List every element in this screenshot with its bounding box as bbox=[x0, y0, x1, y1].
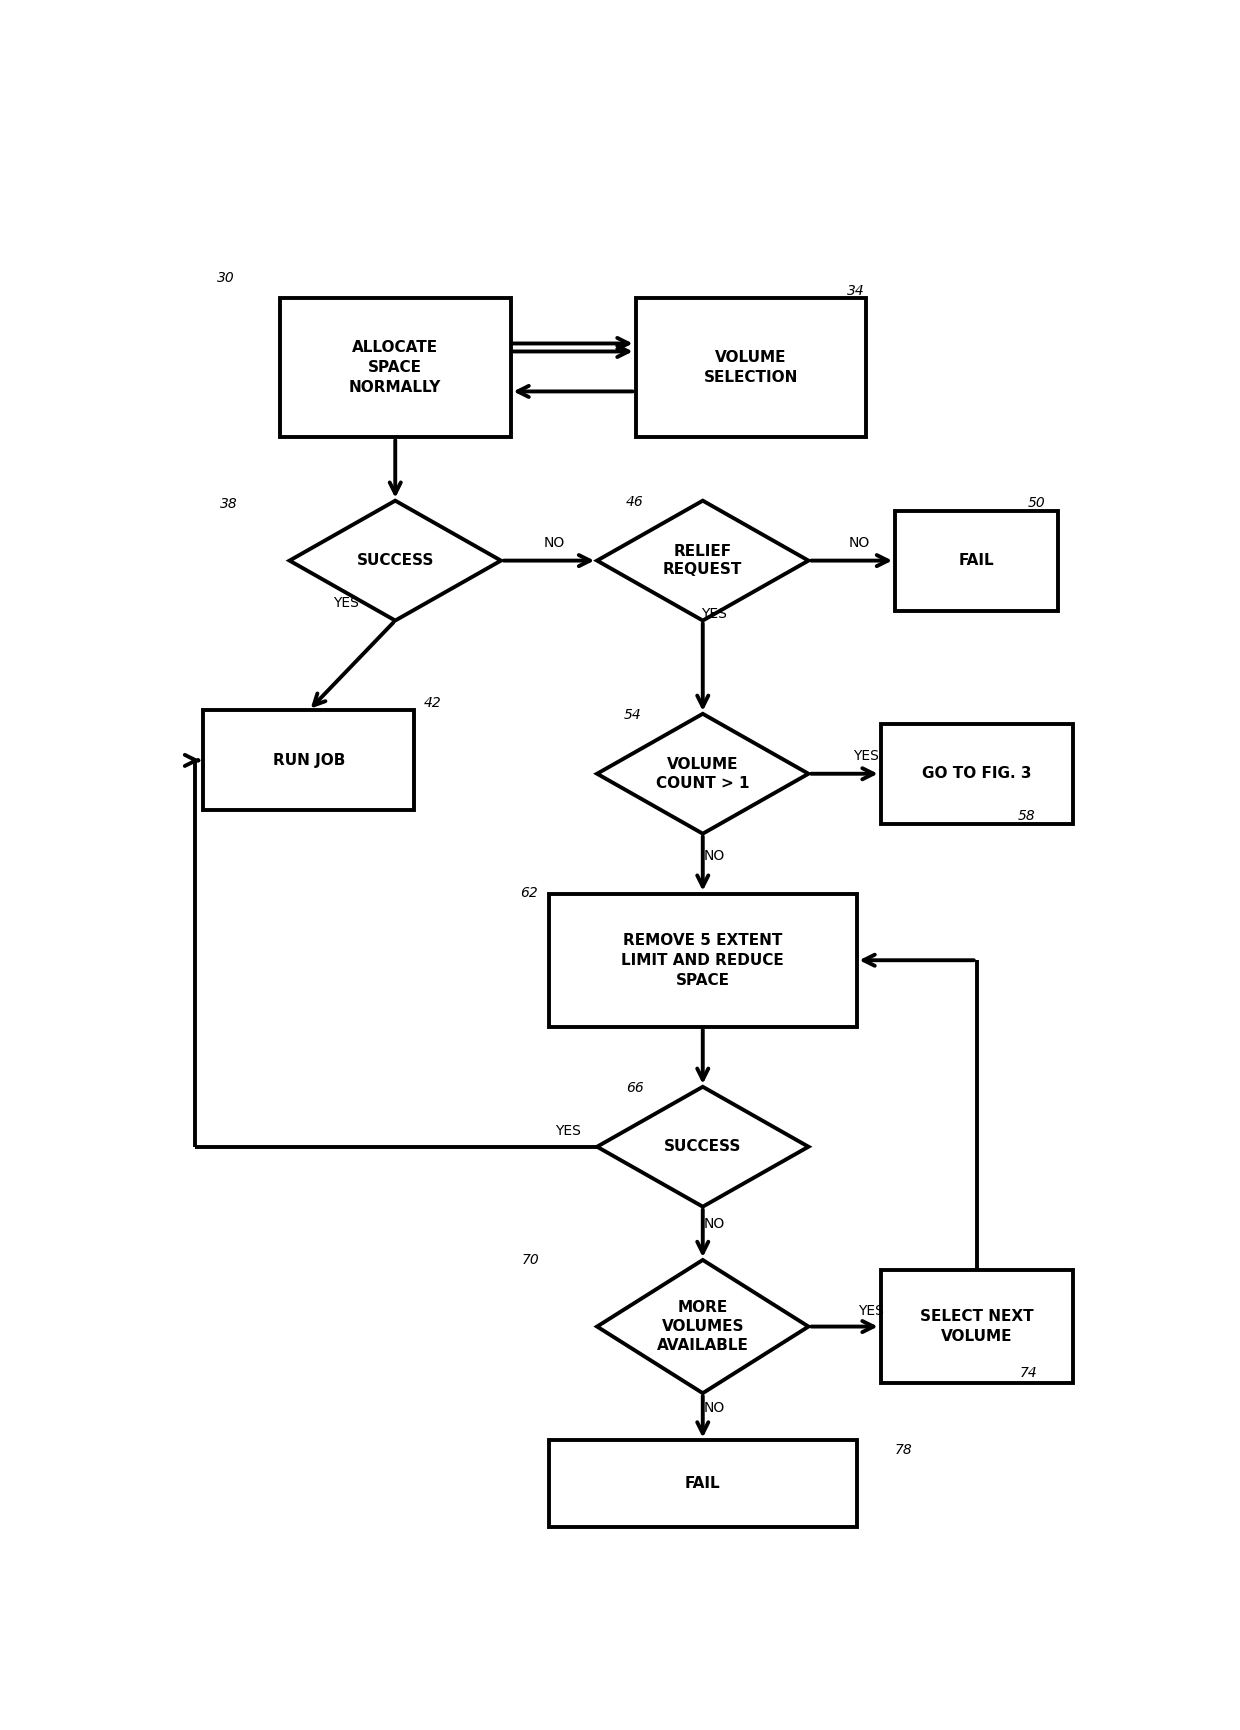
Text: VOLUME
COUNT > 1: VOLUME COUNT > 1 bbox=[656, 758, 749, 791]
Polygon shape bbox=[596, 1259, 808, 1393]
Text: 66: 66 bbox=[626, 1081, 644, 1095]
Polygon shape bbox=[596, 500, 808, 621]
Text: 62: 62 bbox=[521, 886, 538, 900]
Text: ALLOCATE
SPACE
NORMALLY: ALLOCATE SPACE NORMALLY bbox=[350, 341, 441, 394]
Text: NO: NO bbox=[703, 1216, 725, 1232]
FancyBboxPatch shape bbox=[635, 298, 866, 438]
Text: YES: YES bbox=[332, 597, 358, 611]
Polygon shape bbox=[596, 1086, 808, 1208]
Text: YES: YES bbox=[858, 1304, 884, 1318]
Text: NO: NO bbox=[703, 849, 725, 863]
Text: 50: 50 bbox=[1028, 497, 1045, 510]
Text: 30: 30 bbox=[217, 272, 236, 285]
Text: 38: 38 bbox=[221, 497, 238, 512]
Polygon shape bbox=[290, 500, 501, 621]
Text: FAIL: FAIL bbox=[959, 554, 994, 567]
Text: GO TO FIG. 3: GO TO FIG. 3 bbox=[921, 766, 1032, 782]
FancyBboxPatch shape bbox=[549, 894, 857, 1028]
Text: 70: 70 bbox=[522, 1253, 539, 1266]
Text: RUN JOB: RUN JOB bbox=[273, 753, 345, 768]
FancyBboxPatch shape bbox=[880, 723, 1073, 823]
Text: REMOVE 5 EXTENT
LIMIT AND REDUCE
SPACE: REMOVE 5 EXTENT LIMIT AND REDUCE SPACE bbox=[621, 932, 784, 988]
FancyBboxPatch shape bbox=[280, 298, 511, 438]
Text: YES: YES bbox=[556, 1124, 582, 1138]
FancyBboxPatch shape bbox=[549, 1441, 857, 1528]
Text: RELIEF
REQUEST: RELIEF REQUEST bbox=[663, 543, 743, 578]
Text: 58: 58 bbox=[1018, 810, 1035, 823]
FancyBboxPatch shape bbox=[880, 1270, 1073, 1384]
FancyBboxPatch shape bbox=[203, 711, 414, 810]
Text: NO: NO bbox=[849, 536, 870, 550]
Polygon shape bbox=[596, 714, 808, 834]
Text: FAIL: FAIL bbox=[684, 1476, 720, 1491]
Text: NO: NO bbox=[703, 1401, 725, 1415]
Text: YES: YES bbox=[702, 607, 727, 621]
Text: SUCCESS: SUCCESS bbox=[357, 554, 434, 567]
Text: 46: 46 bbox=[626, 495, 644, 509]
Text: 42: 42 bbox=[424, 695, 441, 709]
Text: 34: 34 bbox=[847, 284, 864, 298]
Text: MORE
VOLUMES
AVAILABLE: MORE VOLUMES AVAILABLE bbox=[657, 1301, 749, 1353]
Text: SELECT NEXT
VOLUME: SELECT NEXT VOLUME bbox=[920, 1310, 1033, 1344]
Text: 74: 74 bbox=[1019, 1367, 1038, 1381]
Text: NO: NO bbox=[543, 536, 564, 550]
Text: YES: YES bbox=[853, 749, 879, 763]
Text: 78: 78 bbox=[895, 1443, 913, 1457]
Text: 54: 54 bbox=[624, 708, 642, 721]
Text: SUCCESS: SUCCESS bbox=[665, 1140, 742, 1154]
Text: VOLUME
SELECTION: VOLUME SELECTION bbox=[703, 349, 799, 384]
FancyBboxPatch shape bbox=[895, 510, 1059, 611]
